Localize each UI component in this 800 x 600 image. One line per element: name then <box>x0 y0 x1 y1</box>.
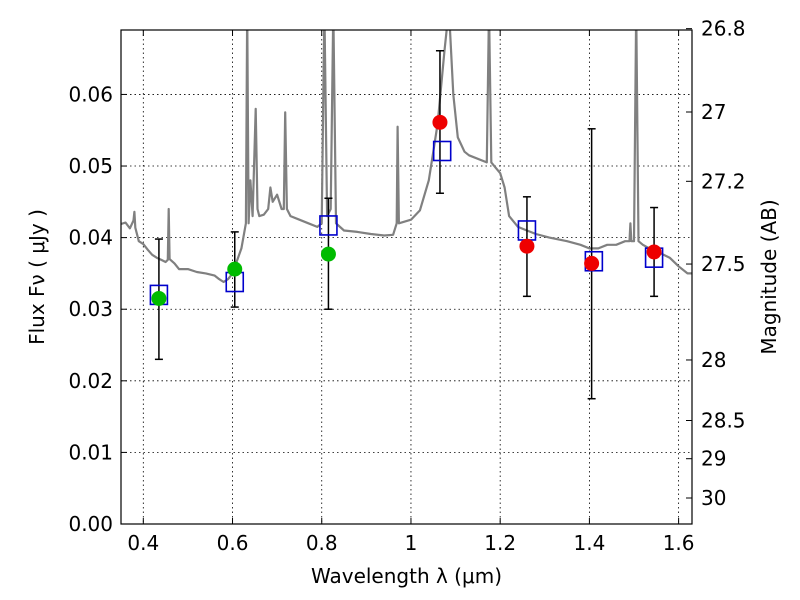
observed-point-green <box>151 290 167 306</box>
y2-tick-label: 26.8 <box>701 17 746 41</box>
x-tick-label: 0.4 <box>127 531 159 555</box>
observed-point-green <box>320 246 336 262</box>
plot-area <box>121 30 692 400</box>
y2-tick-label: 30 <box>701 486 726 510</box>
y2-tick-label: 27 <box>701 100 726 124</box>
grid-lines <box>121 30 692 524</box>
y-tick-label: 0.03 <box>68 297 113 321</box>
x-tick-label: 0.6 <box>217 531 249 555</box>
y-tick-label: 0.05 <box>68 154 113 178</box>
y-axis-label: Flux Fν ( μJy ) <box>25 209 49 345</box>
x-tick-label: 1.4 <box>573 531 605 555</box>
axes-frame <box>120 29 693 525</box>
model-photometry-square <box>432 140 452 162</box>
observed-point-green <box>227 261 243 277</box>
y2-tick-label: 29 <box>701 447 726 471</box>
y2-tick-label: 27.2 <box>701 169 746 193</box>
observed-point-red <box>519 238 535 254</box>
x-tick-label: 1.2 <box>484 531 516 555</box>
y-tick-label: 0.02 <box>68 369 113 393</box>
y-tick-label: 0.04 <box>68 226 113 250</box>
y-tick-label: 0.01 <box>68 440 113 464</box>
observed-point-red <box>584 255 600 271</box>
x-tick-label: 1.6 <box>663 531 695 555</box>
observed-point-red <box>432 114 448 130</box>
x-tick-label: 1 <box>405 531 418 555</box>
y2-axis-label: Magnitude (AB) <box>757 199 781 354</box>
observed-point-red <box>646 244 662 260</box>
y-tick-label: 0.06 <box>68 82 113 106</box>
x-tick-label: 0.8 <box>306 531 338 555</box>
y-tick-label: 0.00 <box>68 512 113 536</box>
tick-marks <box>121 28 692 525</box>
model-spectrum-line <box>121 30 692 284</box>
y2-tick-label: 28 <box>701 348 726 372</box>
tick-labels: 0.4 0.6 0.8 1 1.2 1.4 1.6 0.00 0.01 0.02 0.03 0.04 0… <box>68 17 745 555</box>
model-photometry-square <box>319 215 338 236</box>
x-axis-label: Wavelength λ (μm) <box>311 564 502 588</box>
y2-tick-label: 27.5 <box>701 252 746 276</box>
y2-tick-label: 28.5 <box>701 409 746 433</box>
